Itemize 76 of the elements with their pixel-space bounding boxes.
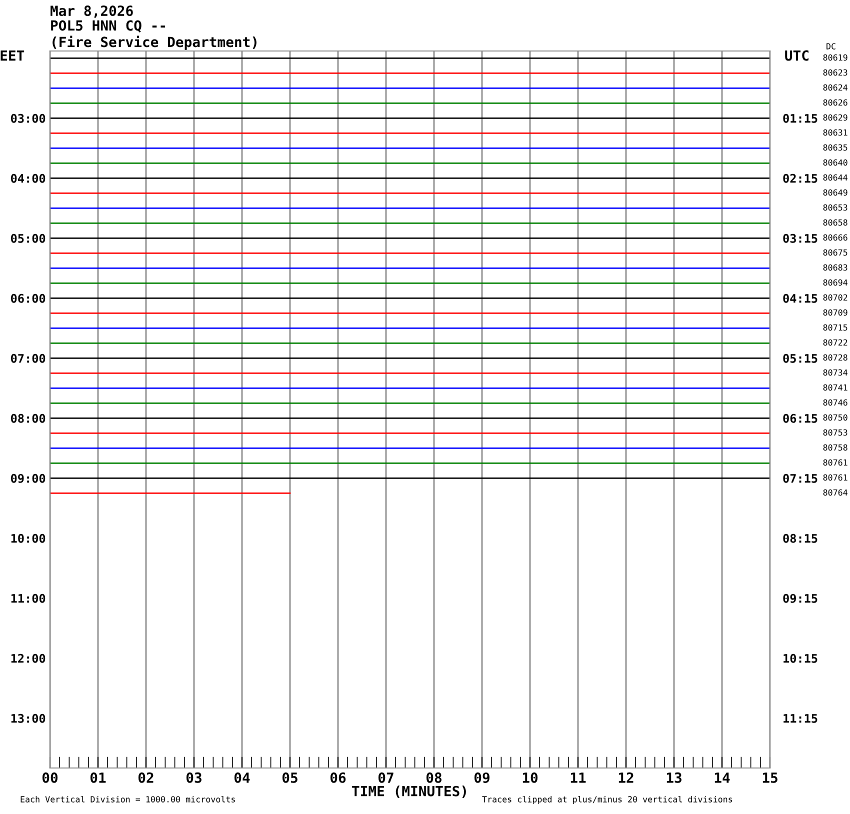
y-tick-label: 10:00 [11,534,46,543]
y2-tick-label: 07:15 [783,474,818,483]
y-tick-label: 04:00 [11,174,46,183]
x-tick-label: 08 [426,772,442,783]
y2-tick-label: 04:15 [783,294,818,303]
text: 80649 [823,189,848,196]
text: 80753 [823,429,848,436]
y2-tick-label: 02:15 [783,174,818,183]
y-tick-label: 07:00 [11,354,46,363]
text: 80658 [823,219,848,226]
x-tick-label: 12 [618,772,634,783]
text: 80750 [823,414,848,421]
text: DC [826,43,836,50]
y2-tick-label: 05:15 [783,354,818,363]
text: 80758 [823,444,848,451]
x-tick-label: 02 [138,772,154,783]
text: 80644 [823,174,848,181]
y-tick-label: 12:00 [11,654,46,663]
y2-axis-title: UTC [785,50,808,61]
text: 80626 [823,99,848,106]
y-tick-label: 06:00 [11,294,46,303]
x-tick-label: 11 [570,772,586,783]
text: 80746 [823,399,848,406]
text: 80761 [823,459,848,466]
text: 80715 [823,324,848,331]
y-tick-label: 13:00 [11,714,46,723]
y-tick-label: 03:00 [11,114,46,123]
text: 80675 [823,249,848,256]
text: 80653 [823,204,848,211]
chart-subtitle: POL5 HNN CQ -- (Fire Service Department) [51,20,256,50]
x-tick-label: 03 [186,772,202,783]
y2-tick-label: 06:15 [783,414,818,423]
y-axis-title: EET [0,50,24,61]
x-tick-label: 09 [474,772,490,783]
text: 80709 [823,309,848,316]
text: 80764 [823,489,848,496]
text: 80629 [823,114,848,121]
x-tick-label: 13 [666,772,682,783]
y-tick-label: 11:00 [11,594,46,603]
x-tick-label: 00 [42,772,58,783]
text: 80619 [823,54,848,61]
text: 80702 [823,294,848,301]
y2-tick-label: 03:15 [783,234,818,243]
x-tick-label: 04 [234,772,250,783]
x-tick-label: 07 [378,772,394,783]
text: 80666 [823,234,848,241]
text: 80694 [823,279,848,286]
x-tick-label: 10 [522,772,538,783]
text: 80640 [823,159,848,166]
x-axis-title: TIME (MINUTES) [352,786,466,798]
text: 80623 [823,69,848,76]
text: 80761 [823,474,848,481]
y-tick-label: 08:00 [11,414,46,423]
y-tick-label: 09:00 [11,474,46,483]
x-tick-label: 05 [282,772,298,783]
text: 80631 [823,129,848,136]
text: 80624 [823,84,848,91]
text: 80722 [823,339,848,346]
y2-tick-label: 11:15 [784,714,818,723]
y2-tick-label: 10:15 [784,654,818,663]
y2-tick-label: 01:15 [783,114,818,123]
x-tick-label: 15 [762,772,778,783]
x-tick-label: 01 [90,772,106,783]
x-tick-label: 14 [714,772,730,783]
y2-tick-label: 08:15 [783,534,818,543]
text: 80734 [823,369,848,376]
text: 80728 [823,354,848,361]
x-tick-label: 06 [330,772,346,783]
text: 80635 [823,144,848,151]
text: 80683 [823,264,848,271]
text: Each Vertical Division = 1000.00 microvolts [20,796,235,802]
y2-tick-label: 09:15 [783,594,818,603]
y-tick-label: 05:00 [11,234,46,243]
text: Traces clipped at plus/minus 20 vertical divisions [482,796,732,804]
chart-title: Mar 8,2026 [50,6,133,18]
text: 80741 [823,384,848,391]
